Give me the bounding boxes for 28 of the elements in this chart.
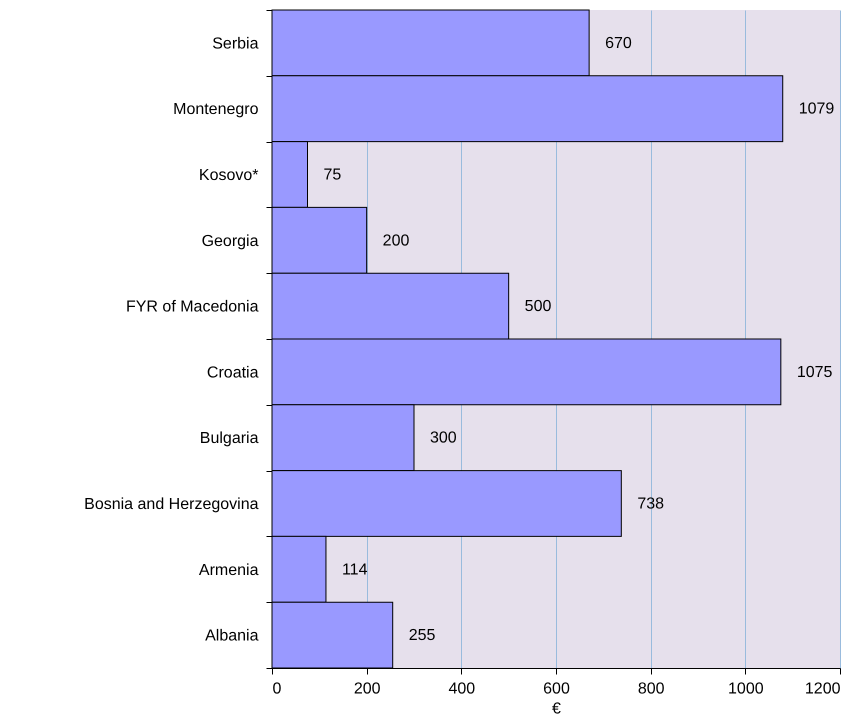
x-tick-label: 800 [638, 680, 665, 698]
x-tick-label: 0 [272, 680, 282, 698]
data-label: 75 [324, 166, 342, 184]
x-axis-title: € [552, 700, 562, 716]
x-tick-label: 400 [448, 680, 476, 698]
y-tick-label: Montenegro [173, 101, 259, 118]
data-label: 200 [382, 232, 410, 250]
data-label: 255 [408, 627, 436, 644]
y-tick-label: Georgia [202, 232, 259, 250]
data-label: 670 [605, 34, 632, 52]
y-tick-label: Armenia [198, 562, 259, 579]
y-tick-label: Bosnia and Herzegovina [84, 496, 259, 513]
data-label: 1075 [796, 364, 833, 381]
data-label: 500 [524, 298, 552, 316]
x-tick-label: 600 [543, 680, 570, 698]
y-tick-label: Kosovo* [198, 167, 258, 184]
y-tick-label: Albania [205, 628, 259, 645]
y-tick-label: FYR of Macedonia [126, 298, 259, 316]
data-label: 300 [430, 430, 457, 447]
x-tick-label: 1200 [804, 680, 841, 698]
y-tick-label: Croatia [206, 364, 259, 382]
data-label: 114 [342, 561, 368, 578]
data-label: 738 [637, 496, 664, 512]
y-tick-label: Bulgaria [200, 430, 259, 448]
x-tick-label: 1000 [728, 680, 764, 698]
x-tick-label: 200 [354, 680, 381, 698]
data-label: 1079 [798, 100, 834, 118]
y-tick-label: Serbia [212, 35, 259, 52]
